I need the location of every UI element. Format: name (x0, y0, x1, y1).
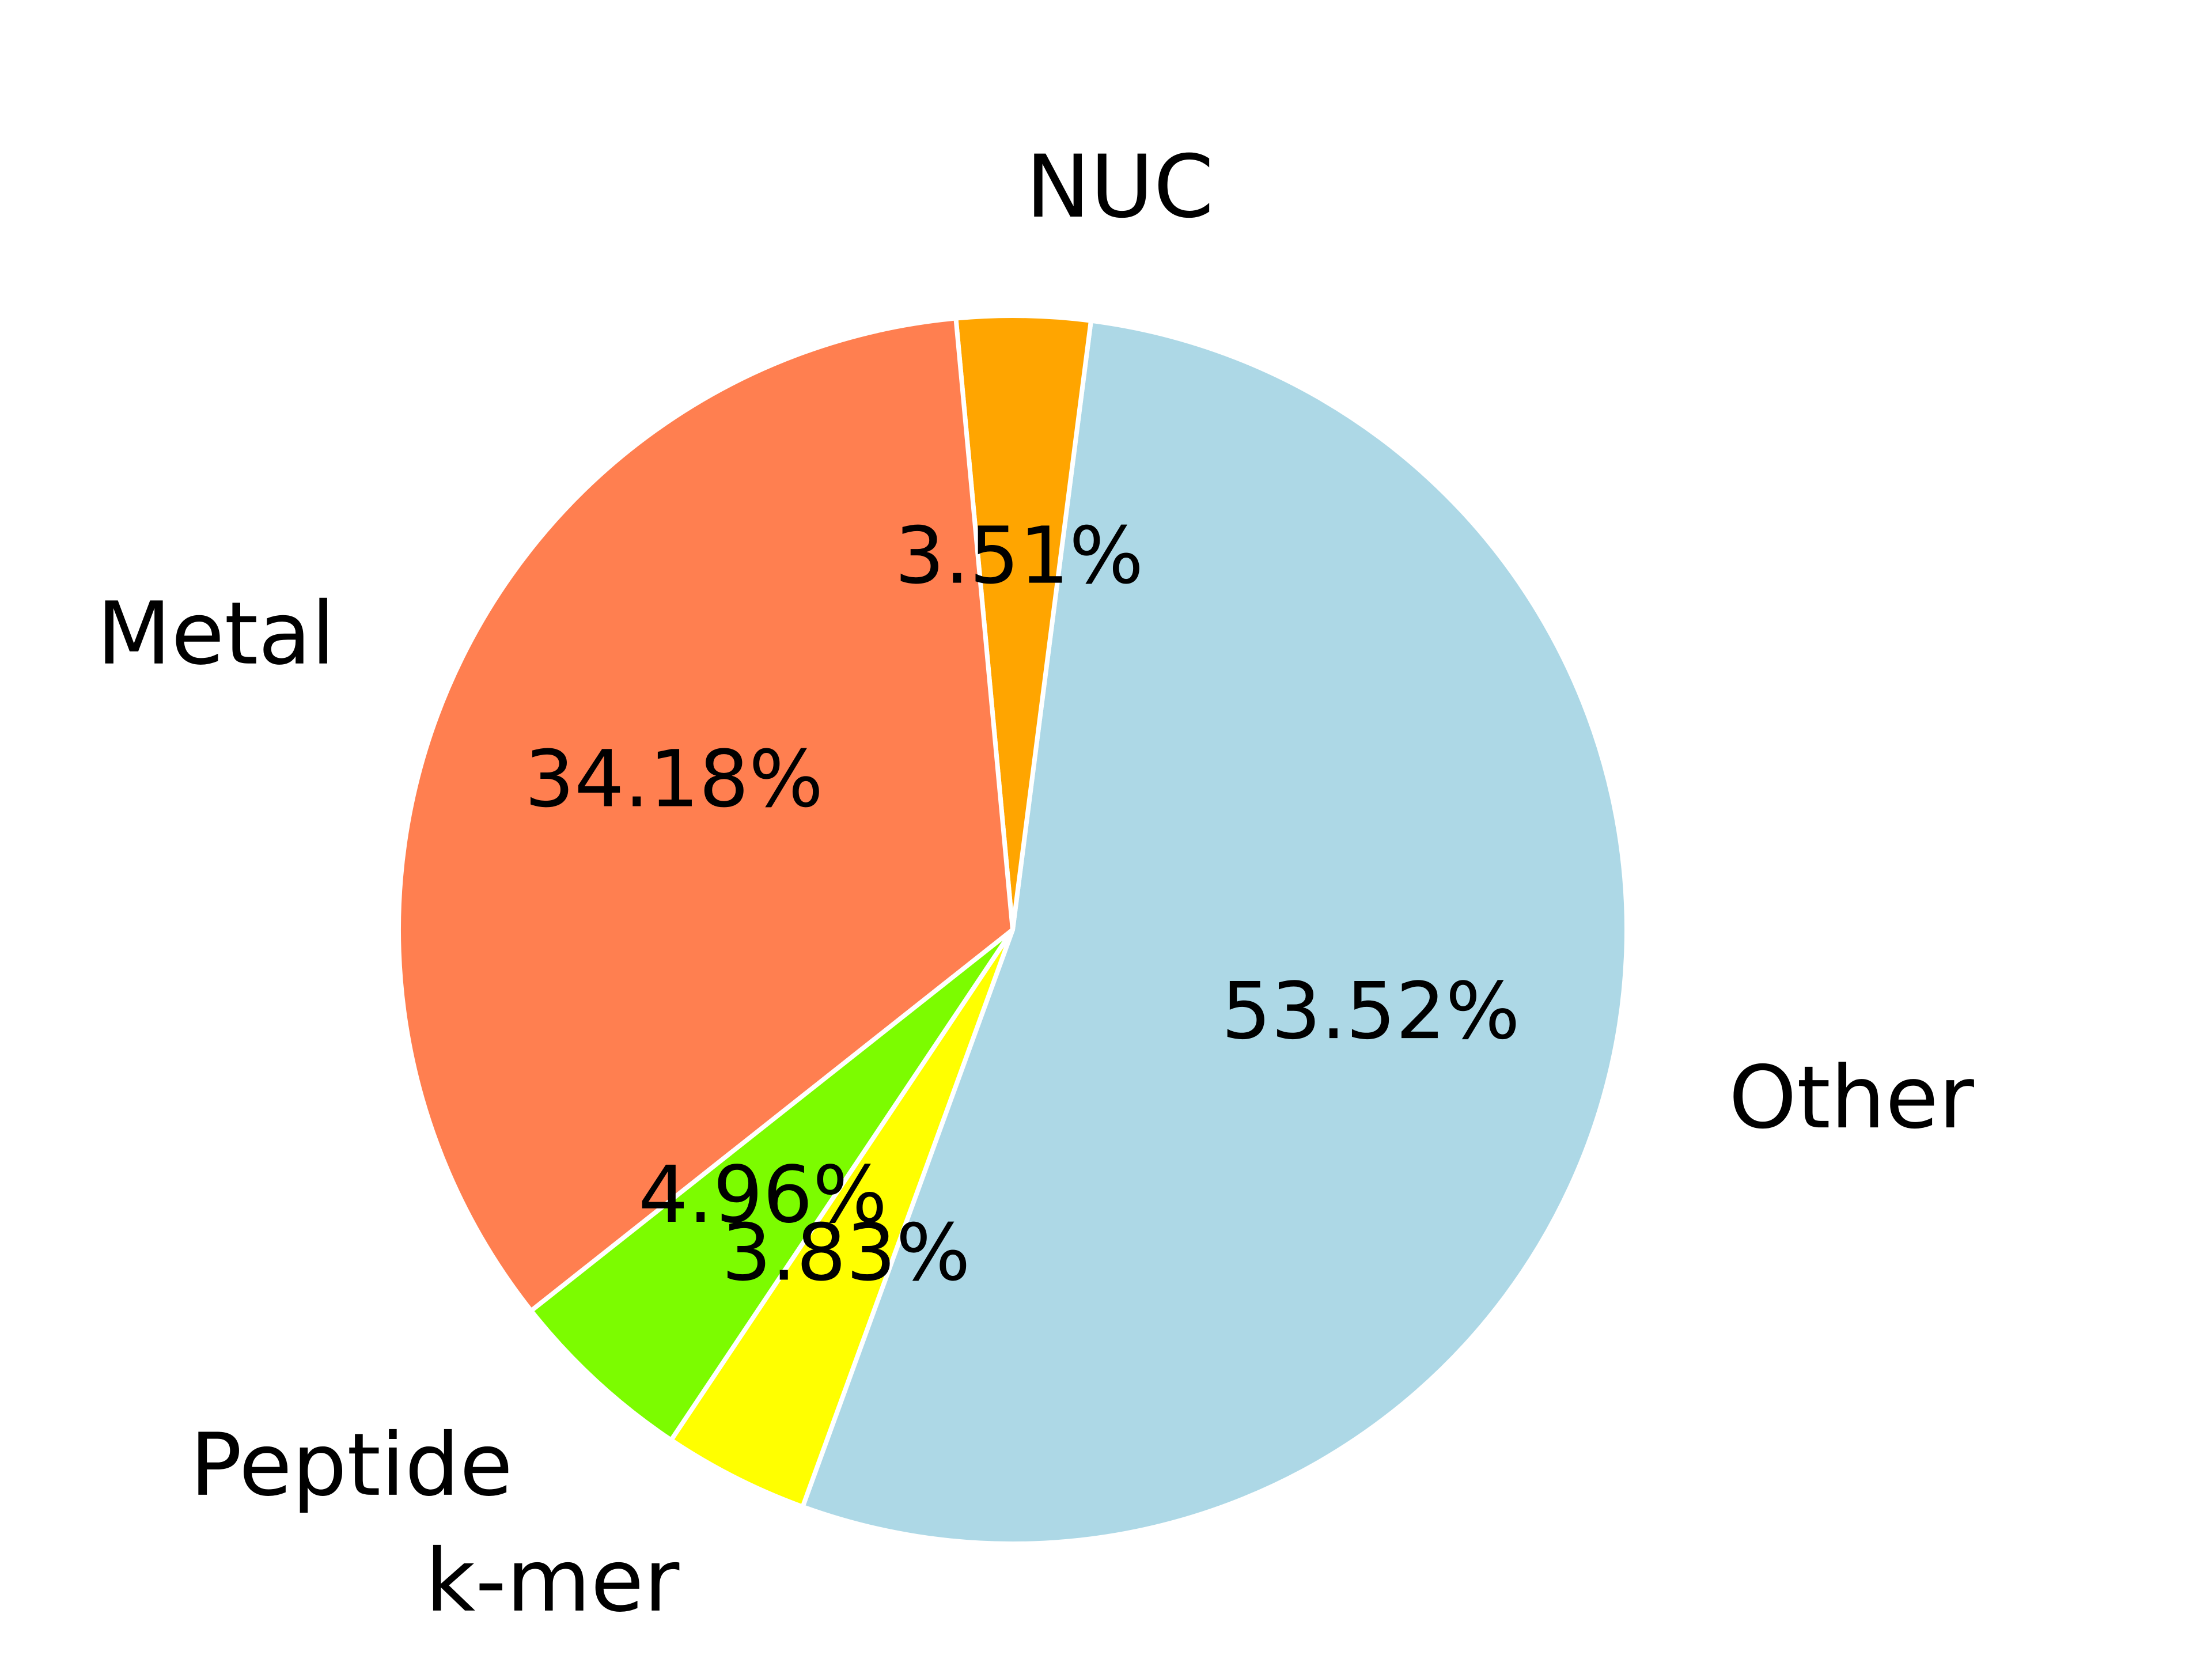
pie-slice (396, 316, 1015, 1313)
percent-label: 3.51% (895, 511, 1143, 602)
pie-slice (529, 927, 1015, 1442)
pie-slice (953, 313, 1093, 932)
percent-label: 34.18% (525, 734, 824, 825)
slice-label: Metal (97, 584, 335, 684)
slice-label: NUC (1026, 137, 1214, 237)
slice-label: Other (1729, 1048, 1974, 1148)
percent-label: 3.83% (722, 1208, 971, 1299)
pie-slice (669, 927, 1015, 1509)
slice-label: k-mer (425, 1531, 679, 1631)
pie-slice (800, 318, 1629, 1546)
percent-label: 53.52% (1221, 966, 1520, 1057)
percent-label: 4.96% (638, 1150, 887, 1241)
slice-label: Peptide (190, 1415, 513, 1516)
